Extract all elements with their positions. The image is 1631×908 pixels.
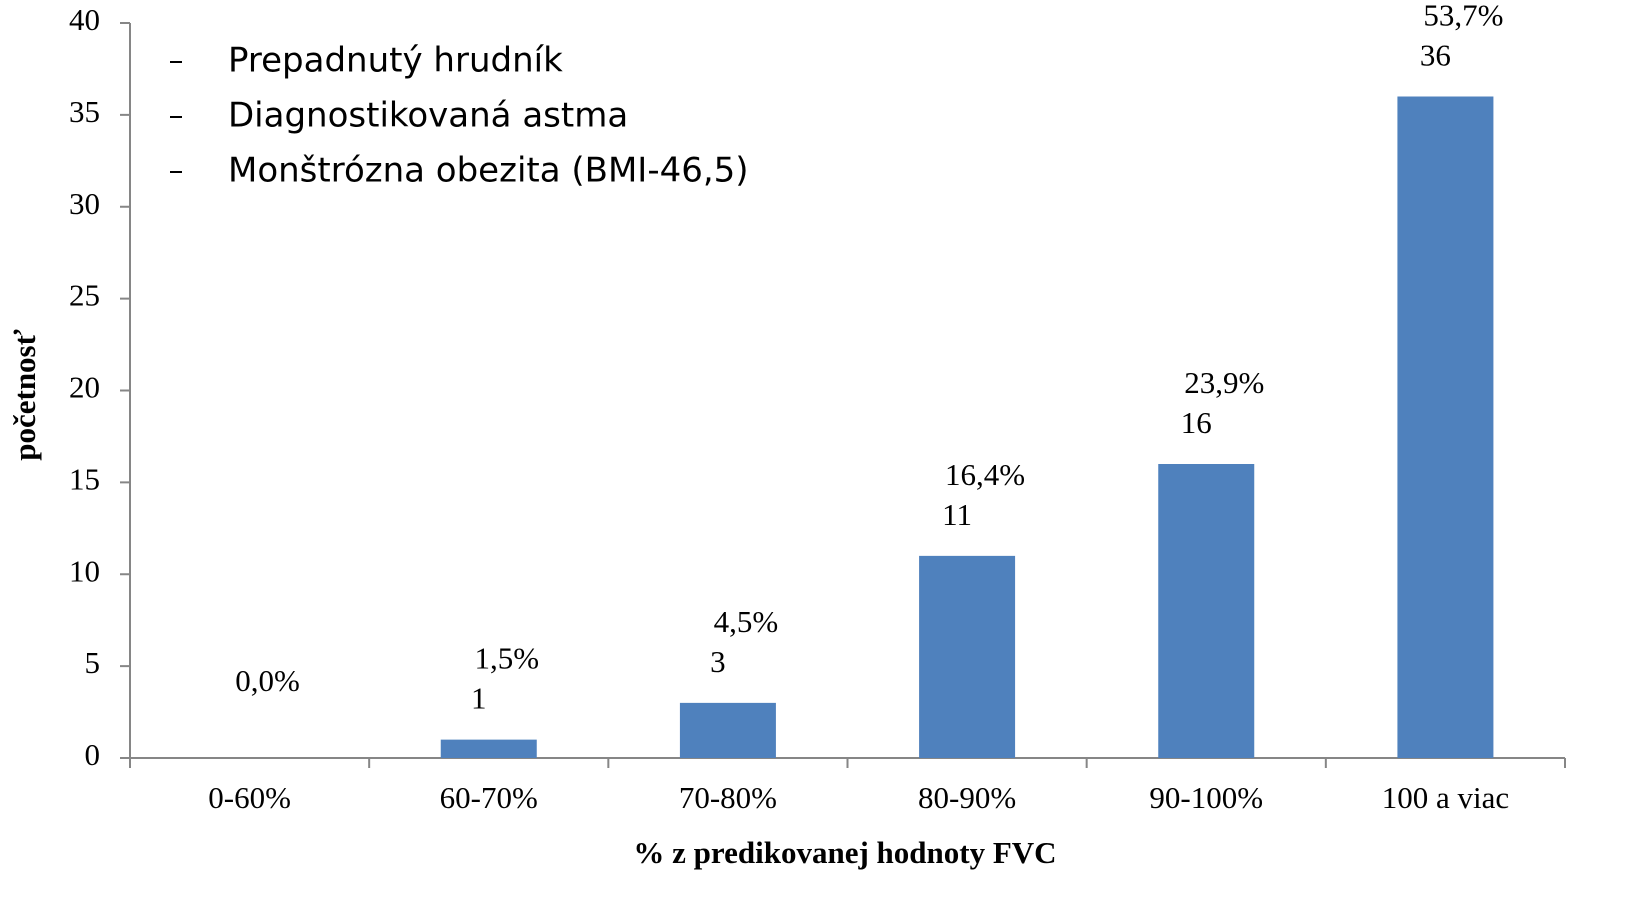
x-tick-label: 60-70% [440, 780, 538, 815]
percent-label: 16,4% [945, 457, 1025, 492]
y-tick-label: 0 [85, 737, 101, 772]
x-tick-label: 70-80% [679, 780, 777, 815]
percent-label: 53,7% [1423, 0, 1503, 33]
y-tick-label: 35 [69, 94, 100, 129]
y-tick-label: 30 [69, 186, 100, 221]
y-tick-label: 40 [69, 2, 100, 37]
annotation: Diagnostikovaná astma [228, 96, 628, 136]
x-tick-label: 80-90% [918, 780, 1016, 815]
percent-label: 23,9% [1184, 365, 1264, 400]
x-axis-title: % z predikovanej hodnoty FVC [633, 835, 1056, 870]
value-label: 11 [942, 497, 972, 532]
value-label: 3 [710, 644, 726, 679]
value-label: 36 [1420, 38, 1451, 73]
percent-label: 4,5% [714, 604, 779, 639]
value-label: 16 [1181, 405, 1212, 440]
percent-label: 0,0% [235, 663, 300, 698]
value-label: 1 [471, 681, 487, 716]
x-tick-label: 100 a viac [1382, 780, 1509, 815]
y-axis-title: početnosť [7, 329, 42, 461]
percent-label: 1,5% [474, 641, 539, 676]
bar [1158, 464, 1255, 758]
y-tick-label: 15 [69, 461, 100, 496]
bar [919, 555, 1016, 758]
bar [679, 702, 776, 758]
x-tick-label: 90-100% [1149, 780, 1263, 815]
x-tick-label: 0-60% [208, 780, 291, 815]
y-tick-label: 25 [69, 278, 100, 313]
annotation: Prepadnutý hrudník [228, 41, 563, 81]
y-tick-label: 10 [69, 553, 100, 588]
bar [1397, 96, 1494, 758]
bar [440, 739, 537, 758]
y-tick-label: 20 [69, 370, 100, 405]
annotation: Monštrózna obezita (BMI-46,5) [228, 151, 749, 191]
y-tick-label: 5 [85, 645, 101, 680]
